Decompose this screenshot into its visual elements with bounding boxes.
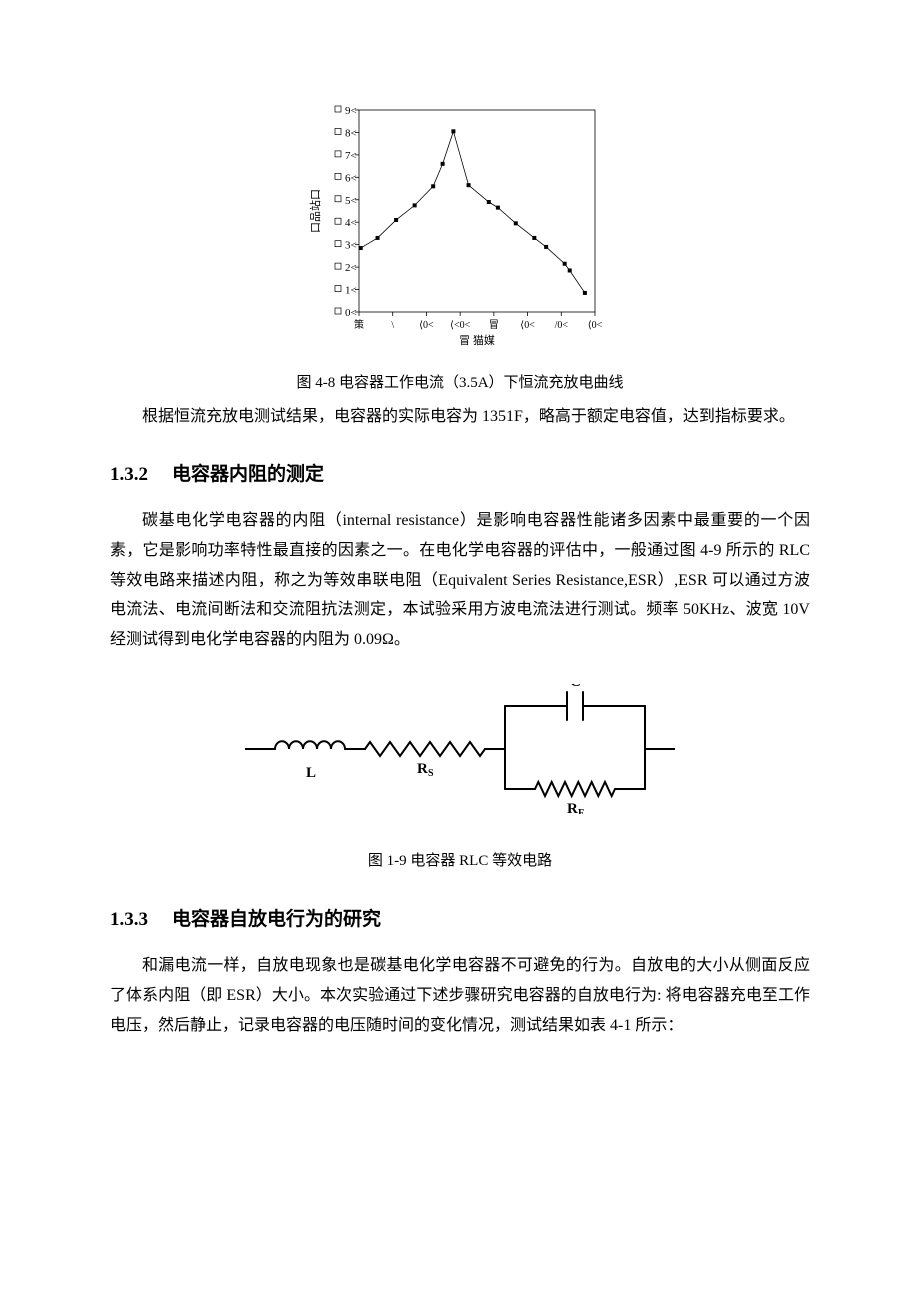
svg-text:⟨0<: ⟨0<: [419, 320, 434, 331]
chart-4-8-svg: 0< 1< 2< 3< 4< 5< 6< 7< 8< 9< 策 \ ⟨0< ⟨<0< 冒 ⟨0< /0< ⟨0< 冒…: [305, 100, 615, 360]
svg-text:1<: 1<: [345, 285, 357, 297]
svg-text:\: \: [391, 320, 394, 331]
svg-text:冒 猫媒: 冒 猫媒: [459, 334, 495, 347]
svg-text:4<: 4<: [345, 217, 357, 229]
paragraph-self-discharge: 和漏电流一样，自放电现象也是碳基电化学电容器不可避免的行为。自放电的大小从侧面反…: [110, 951, 810, 1040]
svg-text:L: L: [306, 765, 316, 781]
heading-title: 电容器自放电行为的研究: [172, 909, 381, 930]
svg-text:8<: 8<: [345, 127, 357, 139]
heading-num: 1.3.2: [110, 464, 148, 485]
svg-text:R: R: [567, 801, 578, 814]
paragraph-cap-result: 根据恒流充放电测试结果，电容器的实际电容为 1351F，略高于额定电容值，达到指…: [110, 402, 810, 432]
rlc-circuit-svg: LRSCRF: [245, 684, 675, 814]
heading-1-3-3: 1.3.3 电容器自放电行为的研究: [110, 902, 810, 937]
svg-text:7<: 7<: [345, 150, 357, 162]
svg-text:⟨<0<: ⟨<0<: [450, 320, 471, 331]
figure-4-8-caption: 图 4-8 电容器工作电流（3.5A）下恒流充放电曲线: [110, 370, 810, 398]
svg-text:6<: 6<: [345, 172, 357, 184]
figure-1-9-caption: 图 1-9 电容器 RLC 等效电路: [110, 848, 810, 876]
svg-text:冒: 冒: [489, 319, 499, 331]
svg-text:⟨0<: ⟨0<: [520, 320, 535, 331]
svg-text:0<: 0<: [345, 307, 357, 319]
svg-text:口品站口: 口品站口: [308, 189, 322, 233]
paragraph-esr: 碳基电化学电容器的内阻（internal resistance）是影响电容器性能…: [110, 506, 810, 654]
svg-text:策: 策: [354, 318, 364, 331]
figure-4-8: 0< 1< 2< 3< 4< 5< 6< 7< 8< 9< 策 \ ⟨0< ⟨<0< 冒 ⟨0< /0< ⟨0< 冒…: [110, 100, 810, 360]
svg-text:S: S: [428, 768, 434, 779]
heading-1-3-2: 1.3.2 电容器内阻的测定: [110, 457, 810, 492]
svg-text:3<: 3<: [345, 240, 357, 252]
svg-text:/0<: /0<: [555, 320, 569, 331]
svg-text:2<: 2<: [345, 262, 357, 274]
figure-1-9: LRSCRF: [110, 684, 810, 814]
svg-text:C: C: [570, 684, 581, 690]
heading-num: 1.3.3: [110, 909, 148, 930]
svg-text:R: R: [417, 761, 428, 777]
svg-text:F: F: [578, 808, 584, 814]
heading-title: 电容器内阻的测定: [172, 464, 324, 485]
svg-text:⟨0<: ⟨0<: [588, 320, 603, 331]
svg-text:5<: 5<: [345, 195, 357, 207]
svg-text:9<: 9<: [345, 105, 357, 117]
